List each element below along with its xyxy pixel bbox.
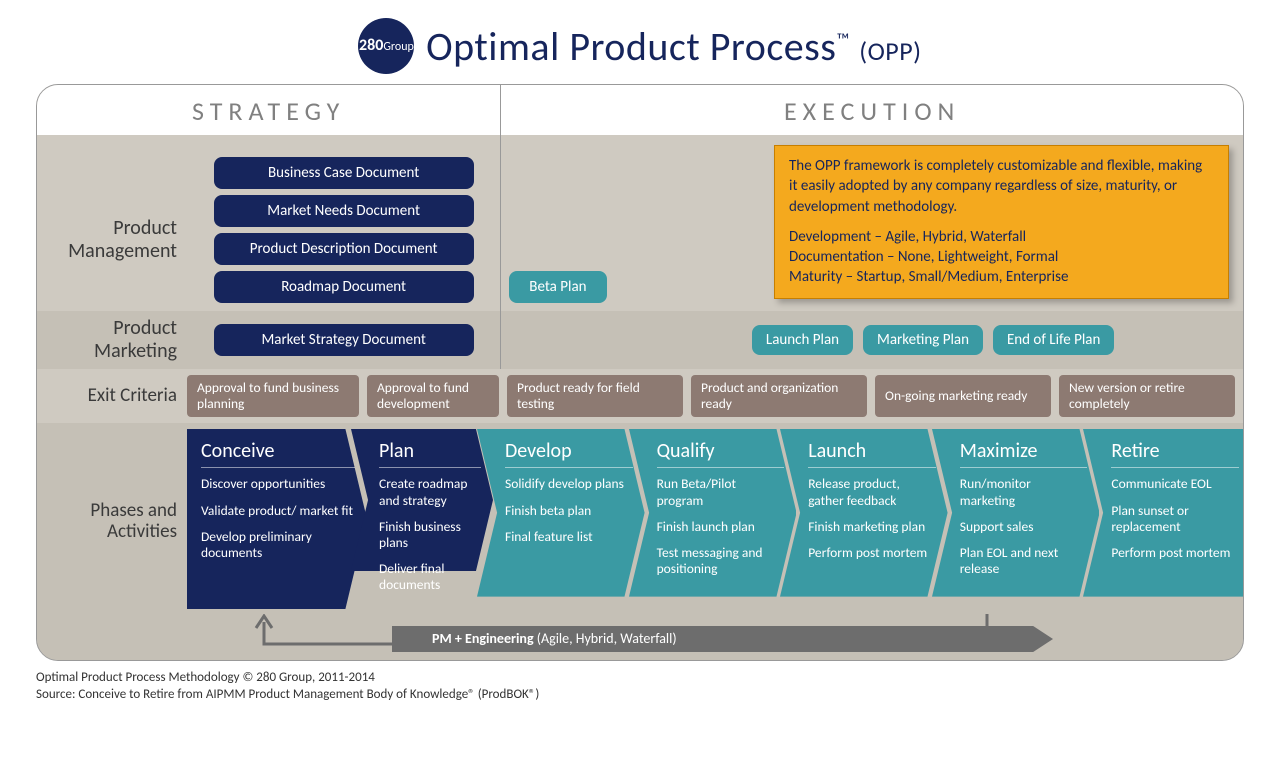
phase-activity: Perform post mortem <box>808 545 936 561</box>
title-row: 280Group Optimal Product Process™ (OPP) <box>36 18 1244 74</box>
phase-title: Plan <box>379 439 481 468</box>
phase-activity: Communicate EOL <box>1111 476 1239 492</box>
phase-title: Conceive <box>201 439 355 468</box>
pm-strategy-docs: Business Case Document Market Needs Docu… <box>187 135 501 311</box>
phase-launch: Launch Release product, gather feedback F… <box>780 429 948 613</box>
row-exit-criteria: Exit Criteria Approval to fund business … <box>37 369 1243 423</box>
phase-title: Qualify <box>657 439 785 468</box>
phase-retire: Retire Communicate EOL Plan sunset or rep… <box>1083 429 1244 613</box>
phase-activity: Discover opportunities <box>201 476 355 492</box>
exit-cell: Approval to fund development <box>367 375 499 417</box>
phase-title: Maximize <box>960 439 1088 468</box>
doc-market-strategy: Market Strategy Document <box>214 324 474 356</box>
callout-para: The OPP framework is completely customiz… <box>789 156 1214 217</box>
phase-activity: Finish launch plan <box>657 519 785 535</box>
title-abbr: (OPP) <box>859 35 921 67</box>
phase-activity: Support sales <box>960 519 1088 535</box>
exit-cells: Approval to fund business planning Appro… <box>187 369 1243 423</box>
footer-copyright: Optimal Product Process Methodology © 28… <box>36 669 1244 687</box>
doc-launch-plan: Launch Plan <box>752 325 853 355</box>
pmk-strategy-docs: Market Strategy Document <box>187 311 501 369</box>
doc-marketing-plan: Marketing Plan <box>863 325 983 355</box>
pm-eng-text: PM + Engineering (Agile, Hybrid, Waterfa… <box>392 630 677 647</box>
phase-activity: Perform post mortem <box>1111 545 1239 561</box>
label-product-management: Product Management <box>37 135 187 311</box>
label-exit-criteria: Exit Criteria <box>37 369 187 423</box>
phase-chevrons: Conceive Discover opportunities Validate … <box>187 423 1243 619</box>
phase-maximize: Maximize Run/monitor marketing Support sa… <box>932 429 1100 613</box>
phase-activity: Release product, gather feedback <box>808 476 936 508</box>
doc-eol-plan: End of Life Plan <box>993 325 1114 355</box>
content-grid: Product Management Business Case Documen… <box>37 135 1243 660</box>
phase-activity: Deliver final documents <box>379 561 481 593</box>
exit-cell: Product ready for field testing <box>507 375 683 417</box>
phase-activity: Plan EOL and next release <box>960 545 1088 577</box>
phase-activity: Run/monitor marketing <box>960 476 1088 508</box>
callout-box: The OPP framework is completely customiz… <box>774 145 1229 299</box>
trademark: ™ <box>836 28 849 50</box>
phase-activity: Plan sunset or replacement <box>1111 503 1239 535</box>
callout-dev: Development – Agile, Hybrid, Waterfall <box>789 227 1214 247</box>
phase-title: Retire <box>1111 439 1239 468</box>
pm-exec-docs: Beta Plan The OPP framework is completel… <box>501 135 1243 311</box>
exit-cell: On-going marketing ready <box>875 375 1051 417</box>
exit-cell: New version or retire completely <box>1059 375 1235 417</box>
phase-activity: Finish marketing plan <box>808 519 936 535</box>
phase-qualify: Qualify Run Beta/Pilot program Finish lau… <box>629 429 797 613</box>
column-headers: STRATEGY EXECUTION <box>37 85 1243 135</box>
main-title: Optimal Product Process™ (OPP) <box>426 22 921 71</box>
title-text: Optimal Product Process <box>426 22 836 71</box>
header-strategy: STRATEGY <box>37 85 501 135</box>
pmk-exec-docs: Launch Plan Marketing Plan End of Life P… <box>501 311 1243 369</box>
phase-activity: Final feature list <box>505 529 633 545</box>
row-phases: Phases and Activities Conceive Discover … <box>37 423 1243 659</box>
pm-eng-bar: PM + Engineering (Agile, Hybrid, Waterfa… <box>392 626 1053 652</box>
phase-title: Develop <box>505 439 633 468</box>
phase-activity: Finish business plans <box>379 519 481 551</box>
phase-activity: Create roadmap and strategy <box>379 476 481 508</box>
phase-activity: Run Beta/Pilot program <box>657 476 785 508</box>
phase-activity: Develop preliminary documents <box>201 529 355 561</box>
phase-activity: Finish beta plan <box>505 503 633 519</box>
exit-cell: Approval to fund business planning <box>187 375 359 417</box>
doc-product-description: Product Description Document <box>214 233 474 265</box>
header-execution: EXECUTION <box>501 85 1243 135</box>
phase-title: Launch <box>808 439 936 468</box>
phase-plan: Plan Create roadmap and strategy Finish b… <box>351 429 493 613</box>
footer-source: Source: Conceive to Retire from AIPMM Pr… <box>36 686 1244 704</box>
label-phases: Phases and Activities <box>37 423 187 619</box>
diagram-frame: STRATEGY EXECUTION Product Management Bu… <box>36 84 1244 661</box>
doc-roadmap: Roadmap Document <box>214 271 474 303</box>
row-product-management: Product Management Business Case Documen… <box>37 135 1243 311</box>
row-product-marketing: Product Marketing Market Strategy Docume… <box>37 311 1243 369</box>
footer: Optimal Product Process Methodology © 28… <box>36 669 1244 704</box>
logo-number: 280 <box>359 36 383 55</box>
doc-market-needs: Market Needs Document <box>214 195 474 227</box>
label-product-marketing: Product Marketing <box>37 311 187 369</box>
phase-activity: Solidify develop plans <box>505 476 633 492</box>
phase-activity: Test messaging and positioning <box>657 545 785 577</box>
callout-maturity: Maturity – Startup, Small/Medium, Enterp… <box>789 267 1214 287</box>
exit-cell: Product and organization ready <box>691 375 867 417</box>
doc-business-case: Business Case Document <box>214 157 474 189</box>
phase-activity: Validate product/ market fit <box>201 503 355 519</box>
phase-conceive: Conceive Discover opportunities Validate … <box>187 429 367 613</box>
logo-suffix: Group <box>383 40 414 54</box>
doc-beta-plan: Beta Plan <box>509 271 606 303</box>
callout-doc: Documentation – None, Lightweight, Forma… <box>789 247 1214 267</box>
logo-280group: 280Group <box>358 18 414 74</box>
phase-develop: Develop Solidify develop plans Finish bet… <box>477 429 645 613</box>
